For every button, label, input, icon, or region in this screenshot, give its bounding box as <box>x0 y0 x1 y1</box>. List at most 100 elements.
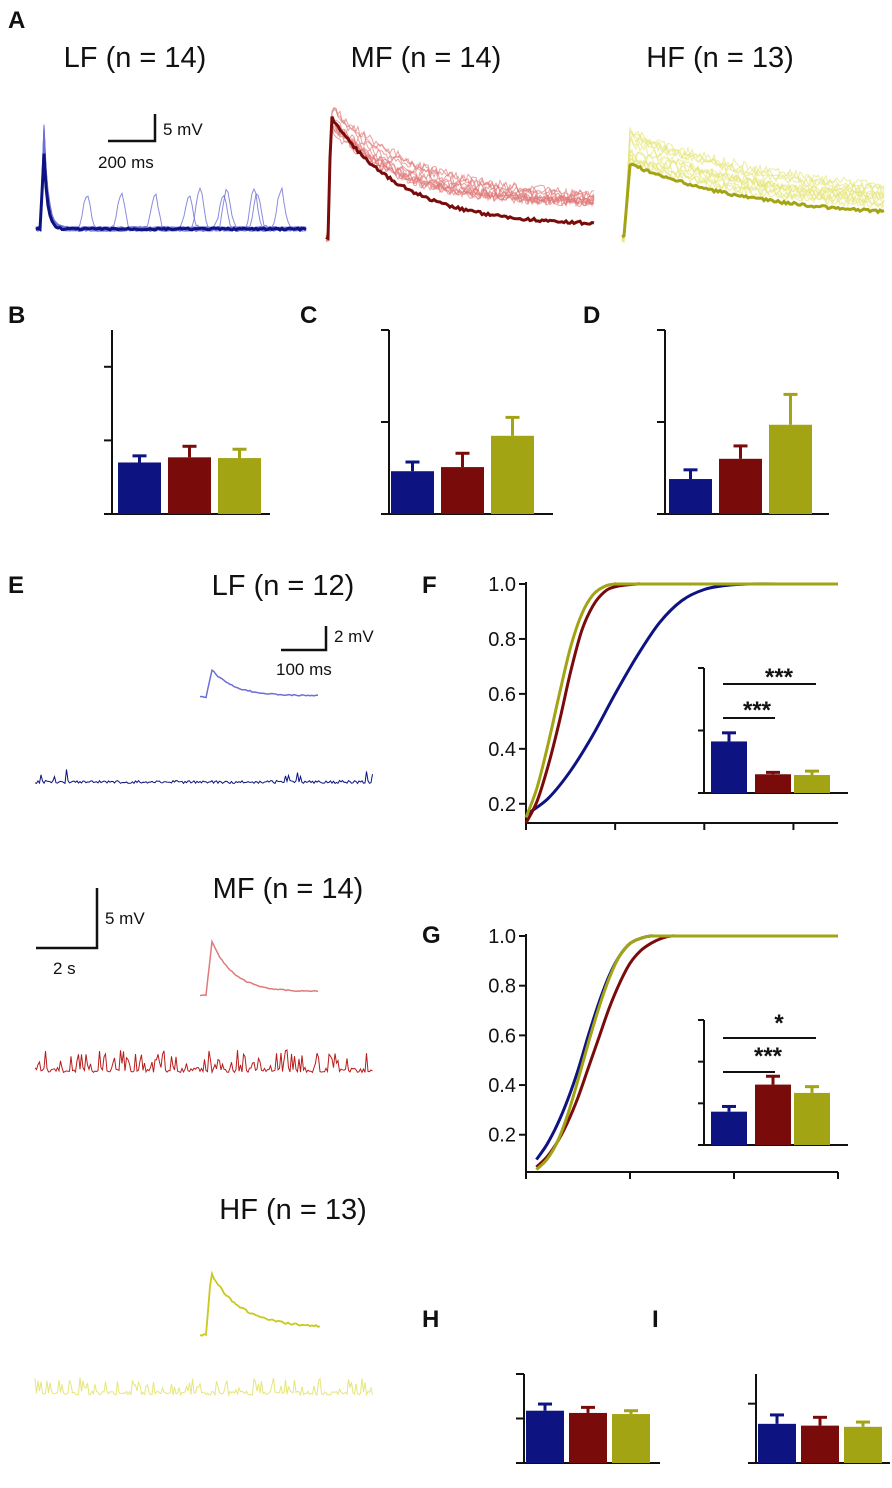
hf-sweep-trace <box>621 154 885 237</box>
panel-a-traces <box>35 106 885 244</box>
hf-sweep-trace <box>621 156 885 240</box>
series-line-F-mf <box>524 582 838 824</box>
chart-B <box>104 330 270 515</box>
lf-sweep-trace <box>35 139 307 233</box>
title-e-mf: MF (n = 14) <box>213 873 364 905</box>
bar-F-inset-lf <box>711 741 747 793</box>
y-tick-label-G: 0.2 <box>488 1125 516 1147</box>
scale-bar-e-trace <box>36 888 99 950</box>
bar-C-hf <box>491 435 534 514</box>
charts: 0.2 0.4 0.6 0.8 1.0 0.2 0.4 0.6 0.8 1.0 <box>104 329 890 1464</box>
panel-letter-g: G <box>422 922 441 949</box>
title-a-mf: MF (n = 14) <box>351 42 502 74</box>
panel-letter-b: B <box>8 302 25 329</box>
bar-F-inset-mf <box>755 774 791 793</box>
scale-a-time: 200 ms <box>98 153 154 172</box>
chart-I <box>748 1374 890 1464</box>
hf-continuous-trace <box>34 1377 373 1397</box>
bar-B-mf <box>168 457 211 514</box>
lf-sweep-trace <box>35 145 307 233</box>
lf-sweep-trace <box>35 125 307 233</box>
chart-F: 0.2 0.4 0.6 0.8 1.0 <box>488 574 848 830</box>
mf-continuous-trace <box>34 1049 373 1075</box>
panel-letter-i: I <box>652 1306 659 1333</box>
lf-sweep-trace <box>35 149 307 233</box>
y-tick-label-G: 0.4 <box>488 1075 516 1097</box>
y-tick-label-F: 0.8 <box>488 629 516 651</box>
scale-bar-a <box>108 114 157 143</box>
mf-sweep-trace <box>325 129 595 239</box>
panel-letter-a: A <box>8 7 25 34</box>
chart-D <box>657 329 829 515</box>
chart-C <box>381 329 553 515</box>
scale-e-event-voltage: 2 mV <box>334 627 374 646</box>
y-tick-label-F: 0.6 <box>488 684 516 706</box>
series-line-G-lf <box>535 934 838 1161</box>
y-tick-label-F: 0.2 <box>488 794 516 816</box>
mf-sweep-trace <box>325 108 595 240</box>
bar-H-lf <box>526 1410 564 1463</box>
bar-D-mf <box>719 458 762 514</box>
lf-sweep-trace <box>35 128 307 233</box>
hf-sweep-trace <box>621 148 885 243</box>
scale-bar-e-event <box>281 626 328 652</box>
title-a-hf: HF (n = 13) <box>646 42 793 74</box>
bar-B-lf <box>118 462 161 514</box>
lf-sweep-trace <box>35 139 307 233</box>
sig-f-lf-hf: *** <box>765 664 794 691</box>
lf-sweep-trace <box>35 129 307 233</box>
bar-D-hf <box>769 424 812 514</box>
lf-sweep-trace <box>35 139 307 233</box>
lf-continuous-trace <box>34 769 373 785</box>
chart-H <box>516 1373 660 1464</box>
panel-letter-d: D <box>583 302 600 329</box>
panel-letter-c: C <box>300 302 317 329</box>
bar-C-mf <box>441 467 484 514</box>
scale-e-trace-voltage: 5 mV <box>105 909 145 928</box>
series-line-G-hf <box>535 934 838 1171</box>
series-line-F-lf <box>525 582 838 816</box>
panel-e-traces <box>34 668 373 1397</box>
bar-G-inset-hf <box>794 1092 830 1145</box>
scale-e-trace-time: 2 s <box>53 959 76 978</box>
mf-average-event <box>199 938 319 997</box>
lf-sweep-trace <box>35 139 307 233</box>
panel-letter-f: F <box>422 572 437 599</box>
hf-average-event <box>199 1270 321 1337</box>
bar-H-hf <box>612 1414 650 1463</box>
bar-I-lf <box>758 1423 796 1463</box>
scale-e-event-time: 100 ms <box>276 660 332 679</box>
bar-D-lf <box>669 479 712 514</box>
panel-letter-e: E <box>8 572 24 599</box>
mf-sweep-trace <box>326 116 595 240</box>
series-line-G-mf <box>535 934 838 1169</box>
lf-average-trace <box>35 153 307 233</box>
y-tick-label-G: 1.0 <box>488 926 516 948</box>
bar-I-hf <box>844 1426 882 1463</box>
y-tick-label-G: 0.8 <box>488 976 516 998</box>
hf-sweep-trace <box>621 133 885 243</box>
sig-g-lf-mf: *** <box>754 1043 783 1070</box>
bar-C-lf <box>391 471 434 514</box>
bar-G-inset-mf <box>755 1084 791 1145</box>
title-e-lf: LF (n = 12) <box>212 570 355 602</box>
bar-H-mf <box>569 1412 607 1463</box>
bar-I-mf <box>801 1425 839 1463</box>
sig-f-lf-mf: *** <box>743 697 772 724</box>
y-tick-label-G: 0.6 <box>488 1025 516 1047</box>
bar-G-inset-lf <box>711 1111 747 1145</box>
title-a-lf: LF (n = 14) <box>64 42 207 74</box>
lf-sweep-trace <box>35 124 307 233</box>
lf-sweep-trace <box>35 135 307 233</box>
lf-average-event <box>199 668 319 699</box>
bar-F-inset-hf <box>794 775 830 793</box>
mf-sweep-trace <box>325 106 595 235</box>
hf-sweep-trace <box>621 148 885 238</box>
bar-B-hf <box>218 458 261 514</box>
series-line-F-hf <box>524 582 838 819</box>
scale-a-voltage: 5 mV <box>163 120 203 139</box>
sig-g-lf-hf: * <box>774 1010 784 1037</box>
y-tick-label-F: 1.0 <box>488 574 516 596</box>
hf-average-trace <box>621 162 885 239</box>
